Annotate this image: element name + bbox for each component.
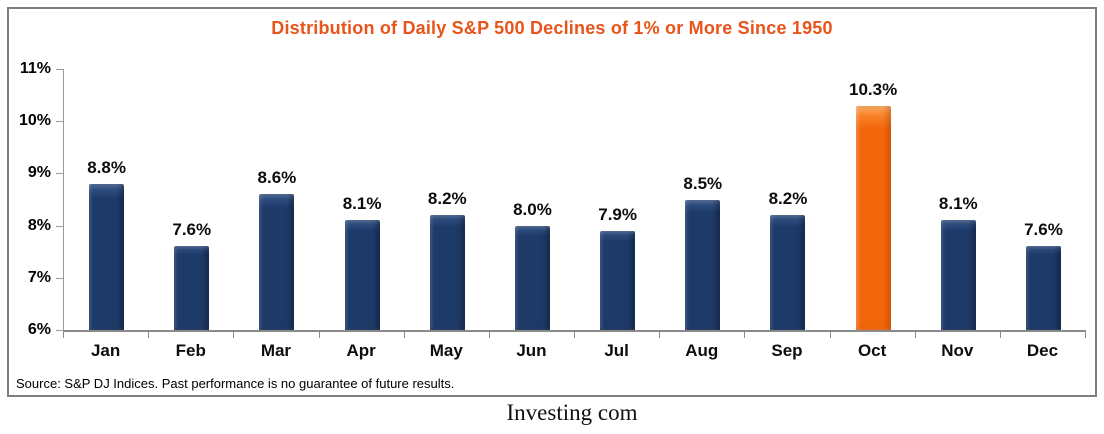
bar-cell-nov: 8.1% bbox=[916, 69, 1001, 330]
y-tick-label: 6% bbox=[27, 321, 51, 338]
bar-value-label: 7.9% bbox=[598, 204, 637, 224]
bar-value-label: 7.6% bbox=[1024, 220, 1063, 240]
x-tick-mark bbox=[488, 332, 490, 338]
x-tick-label-may: May bbox=[429, 341, 463, 360]
y-tick-label: 7% bbox=[27, 268, 51, 286]
bar-cell-dec: 7.6% bbox=[1001, 69, 1086, 330]
bar-value-label: 8.6% bbox=[257, 168, 297, 188]
x-tick-mark bbox=[914, 332, 916, 338]
bar-nov: 8.1% bbox=[939, 194, 978, 330]
y-tick-label: 11% bbox=[19, 60, 51, 77]
bar-jan: 8.8% bbox=[87, 158, 126, 330]
y-tick-mark bbox=[56, 121, 63, 123]
bar-dec: 7.6% bbox=[1024, 220, 1063, 330]
x-tick-mark bbox=[318, 332, 320, 338]
bar-value-label: 8.2% bbox=[768, 189, 808, 209]
x-tick-mark bbox=[829, 332, 831, 338]
bar-aug: 8.5% bbox=[683, 174, 722, 330]
x-tick-label-jul: Jul bbox=[604, 341, 629, 360]
bar-cell-aug: 8.5% bbox=[660, 69, 745, 330]
y-tick-mark bbox=[56, 277, 63, 279]
source-note: Source: S&P DJ Indices. Past performance… bbox=[16, 376, 455, 391]
watermark-text: Investing com bbox=[506, 400, 638, 425]
bar-cell-may: 8.2% bbox=[405, 69, 490, 330]
x-tick-label-sep: Sep bbox=[771, 341, 803, 360]
x-axis-labels: Jan Feb Mar Apr May Jun Jul Aug Sep Oct Nov Dec bbox=[63, 341, 1085, 361]
y-tick-label: 8% bbox=[27, 216, 51, 234]
x-tick-mark bbox=[403, 332, 405, 338]
x-tick-label-feb: Feb bbox=[175, 341, 206, 360]
x-tick-mark bbox=[148, 332, 150, 338]
bar-sep: 8.2% bbox=[769, 189, 807, 330]
y-tick-mark bbox=[56, 173, 63, 175]
x-tick-label-apr: Apr bbox=[346, 341, 376, 360]
bar-value-label: 8.1% bbox=[342, 194, 382, 214]
bar-cell-jan: 8.8% bbox=[64, 69, 149, 330]
x-tick-label-dec: Dec bbox=[1026, 341, 1059, 360]
bar-cell-jun: 8.0% bbox=[490, 69, 575, 330]
chart-title: Distribution of Daily S&P 500 Declines o… bbox=[271, 18, 833, 38]
bar-oct: 10.3% bbox=[849, 80, 897, 330]
bar-cell-jul: 7.9% bbox=[575, 69, 660, 330]
bar-feb: 7.6% bbox=[172, 220, 211, 330]
x-tick-mark bbox=[1085, 332, 1086, 338]
bar-mar: 8.6% bbox=[258, 168, 296, 330]
x-tick-label-jun: Jun bbox=[516, 341, 547, 360]
bar-value-label: 8.1% bbox=[938, 194, 978, 214]
y-tick-mark bbox=[56, 225, 63, 227]
bar-cell-oct: 10.3% bbox=[831, 69, 916, 330]
x-tick-label-oct: Oct bbox=[857, 341, 887, 360]
bar-cell-mar: 8.6% bbox=[234, 69, 319, 330]
bar-may: 8.2% bbox=[428, 189, 467, 330]
bar-jul: 7.9% bbox=[598, 205, 637, 330]
bar-value-label: 8.5% bbox=[683, 173, 723, 193]
bar-value-label: 8.2% bbox=[427, 189, 467, 209]
bar-apr: 8.1% bbox=[343, 194, 381, 330]
x-tick-mark bbox=[999, 332, 1001, 338]
x-tick-mark bbox=[744, 332, 746, 338]
y-axis: 6% 7% 8% 9% 10% 11% bbox=[9, 60, 63, 338]
bar-value-label: 10.3% bbox=[849, 79, 898, 99]
bar-cell-feb: 7.6% bbox=[149, 69, 234, 330]
y-tick-label: 10% bbox=[18, 112, 51, 130]
bar-value-label: 7.6% bbox=[172, 220, 212, 240]
chart-frame: Distribution of Daily S&P 500 Declines o… bbox=[7, 7, 1097, 397]
bar-cell-apr: 8.1% bbox=[320, 69, 405, 330]
x-tick-label-jan: Jan bbox=[90, 341, 121, 360]
bar-value-label: 8.8% bbox=[87, 157, 126, 177]
x-tick-label-aug: Aug bbox=[685, 341, 719, 360]
y-tick-label: 9% bbox=[27, 164, 51, 182]
plot-area: 8.8% 7.6% 8.6% 8.1% 8.2% 8.0% 7.9% 8.5% 8.2% 10.3… bbox=[63, 69, 1086, 338]
x-tick-label-nov: Nov bbox=[941, 341, 974, 360]
x-tick-mark bbox=[63, 332, 64, 338]
bar-value-label: 8.0% bbox=[513, 199, 552, 219]
bar-jun: 8.0% bbox=[513, 200, 552, 330]
x-tick-mark bbox=[574, 332, 575, 338]
y-tick-mark bbox=[56, 69, 63, 70]
x-tick-mark bbox=[233, 332, 235, 338]
bar-cell-sep: 8.2% bbox=[745, 69, 830, 330]
y-tick-mark bbox=[56, 330, 63, 331]
x-tick-mark bbox=[659, 332, 661, 338]
x-tick-label-mar: Mar bbox=[260, 341, 292, 360]
